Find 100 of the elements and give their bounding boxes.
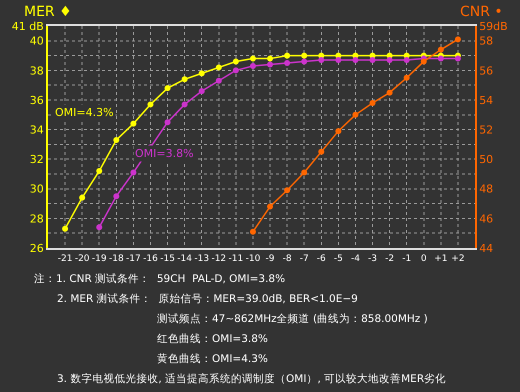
x-tick-label: -16 bbox=[143, 254, 158, 264]
y2-tick-label: 52 bbox=[479, 123, 494, 136]
point bbox=[250, 56, 256, 62]
x-tick-label: -17 bbox=[126, 254, 141, 264]
point bbox=[216, 64, 222, 70]
point bbox=[113, 136, 120, 143]
y2-tick-label: 56 bbox=[479, 64, 494, 78]
x-tick-label: -7 bbox=[300, 254, 309, 264]
x-tick-label: -20 bbox=[74, 254, 90, 264]
x-tick-label: -15 bbox=[160, 254, 175, 264]
y-tick-label: 40 bbox=[30, 34, 44, 48]
annotation: OMI=4.3% bbox=[55, 106, 114, 119]
x-tick-label: -6 bbox=[316, 254, 326, 264]
y-tick-label: 34 bbox=[30, 123, 44, 136]
y-tick-label: 28 bbox=[30, 212, 44, 226]
x-tick-label: -11 bbox=[228, 254, 244, 264]
y2-tick-label: 44 bbox=[479, 242, 494, 255]
point bbox=[370, 57, 376, 64]
y2-tick-label: 54 bbox=[479, 94, 494, 107]
point bbox=[318, 57, 324, 64]
text: 红色曲线：OMI=3.8% bbox=[157, 332, 268, 345]
text: 注：1. CNR 测试条件： 59CH PAL-D, OMI=3.8% bbox=[34, 272, 286, 285]
point bbox=[198, 88, 205, 94]
point bbox=[454, 56, 461, 62]
x-tick-label: +2 bbox=[451, 254, 465, 264]
y-tick-label: 26 bbox=[30, 242, 44, 255]
point bbox=[352, 112, 358, 118]
point bbox=[232, 67, 239, 74]
point bbox=[232, 58, 239, 65]
y2-axis-title: CNR • bbox=[460, 4, 503, 20]
y2-tick-label: 46 bbox=[479, 212, 494, 226]
x-tick-label: -21 bbox=[58, 254, 72, 264]
x-tick-label: -9 bbox=[266, 254, 275, 264]
text: 测试频点：47~862MHz全频道 (曲线为：858.00MHz ) bbox=[157, 312, 428, 325]
x-tick-label: -12 bbox=[211, 254, 226, 264]
y2-tick-label: 59dB bbox=[479, 20, 508, 33]
x-tick-label: -13 bbox=[194, 254, 210, 264]
y-tick-label: 41 dB bbox=[12, 20, 44, 33]
point bbox=[147, 101, 154, 108]
point bbox=[335, 128, 342, 134]
point bbox=[438, 46, 444, 53]
y-axis-title: MER ♦ bbox=[24, 4, 72, 20]
point bbox=[79, 194, 86, 201]
text: 黄色曲线：OMI=4.3% bbox=[157, 352, 268, 365]
x-tick-label: -2 bbox=[385, 254, 394, 264]
point bbox=[96, 224, 102, 230]
point bbox=[182, 76, 188, 82]
point bbox=[267, 61, 274, 68]
y-tick-label: 30 bbox=[30, 182, 44, 196]
point bbox=[130, 120, 136, 127]
y2-tick-label: 48 bbox=[479, 182, 494, 196]
point bbox=[130, 170, 136, 176]
point bbox=[62, 226, 68, 232]
point bbox=[420, 58, 427, 65]
point bbox=[267, 56, 274, 62]
text: 2. MER 测试条件： 原始信号：MER=39.0dB, BER<1.0E−9 bbox=[57, 292, 358, 305]
point bbox=[284, 60, 290, 66]
point bbox=[301, 52, 308, 59]
point bbox=[96, 168, 102, 174]
x-tick-label: -1 bbox=[402, 254, 412, 264]
point bbox=[370, 100, 376, 106]
point bbox=[454, 36, 461, 42]
y2-tick-label: 50 bbox=[479, 153, 494, 166]
point bbox=[386, 57, 393, 64]
y-tick-label: 36 bbox=[30, 94, 44, 107]
text: 3. 数字电视低光接收, 适当提高系统的调制度（OMI）, 可以较大地改善MER劣化 bbox=[57, 372, 446, 385]
point bbox=[284, 52, 290, 59]
x-tick-label: -8 bbox=[282, 254, 292, 264]
point bbox=[404, 57, 410, 64]
point bbox=[386, 90, 393, 96]
point bbox=[301, 170, 308, 176]
point bbox=[404, 74, 410, 81]
point bbox=[250, 228, 256, 235]
point bbox=[216, 78, 222, 84]
point bbox=[164, 85, 171, 92]
point bbox=[164, 119, 171, 126]
x-tick-label: 0 bbox=[420, 254, 427, 264]
x-tick-label: -10 bbox=[246, 254, 261, 264]
point bbox=[267, 204, 274, 210]
x-tick-label: -3 bbox=[368, 254, 378, 264]
point bbox=[284, 187, 290, 194]
point bbox=[113, 193, 120, 200]
x-tick-label: -5 bbox=[334, 254, 343, 264]
point bbox=[438, 56, 444, 62]
y-tick-label: 38 bbox=[30, 64, 44, 78]
point bbox=[301, 58, 308, 65]
point bbox=[335, 57, 342, 64]
x-tick-label: -18 bbox=[108, 254, 124, 264]
x-tick-label: +1 bbox=[434, 254, 448, 264]
point bbox=[250, 62, 256, 69]
y-tick-label: 32 bbox=[30, 153, 44, 166]
point bbox=[318, 148, 324, 155]
annotation: OMI=3.8% bbox=[135, 147, 194, 160]
point bbox=[352, 57, 358, 64]
x-tick-label: -4 bbox=[350, 254, 360, 264]
y2-tick-label: 58 bbox=[479, 34, 494, 48]
x-tick-label: -14 bbox=[177, 254, 192, 264]
point bbox=[198, 70, 205, 76]
point bbox=[182, 101, 188, 108]
x-tick-label: -19 bbox=[92, 254, 107, 264]
